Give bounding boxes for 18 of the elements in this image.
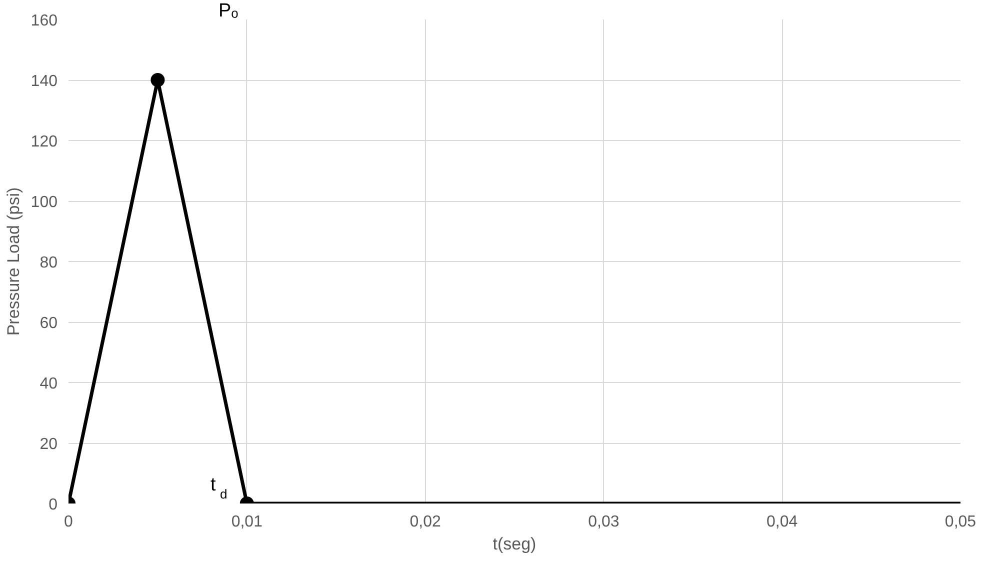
y-tick-label: 60	[40, 315, 58, 332]
y-tick-label: 0	[48, 496, 58, 514]
y-tick-label: 100	[30, 194, 58, 211]
y-tick-label: 40	[40, 376, 58, 392]
x-tick-label: 0,03	[588, 514, 620, 530]
y-tick-label: 80	[40, 254, 58, 272]
y-axis-title: Pressure Load (psi)	[4, 187, 23, 336]
x-tick-label: 0,01	[231, 514, 263, 530]
x-tick-label: 0	[64, 514, 74, 530]
y-tick-label: 160	[30, 12, 58, 30]
y-tick-label: 120	[30, 134, 58, 150]
x-tick-label: 0,04	[766, 514, 798, 530]
x-axis-title: t(seg)	[492, 534, 536, 554]
annotation: Pₒ	[218, 0, 238, 22]
y-tick-label: 140	[30, 73, 58, 90]
y-tick-label: 20	[40, 436, 58, 453]
x-tick-label: 0,05	[944, 514, 976, 530]
x-tick-label: 0,02	[410, 514, 441, 530]
